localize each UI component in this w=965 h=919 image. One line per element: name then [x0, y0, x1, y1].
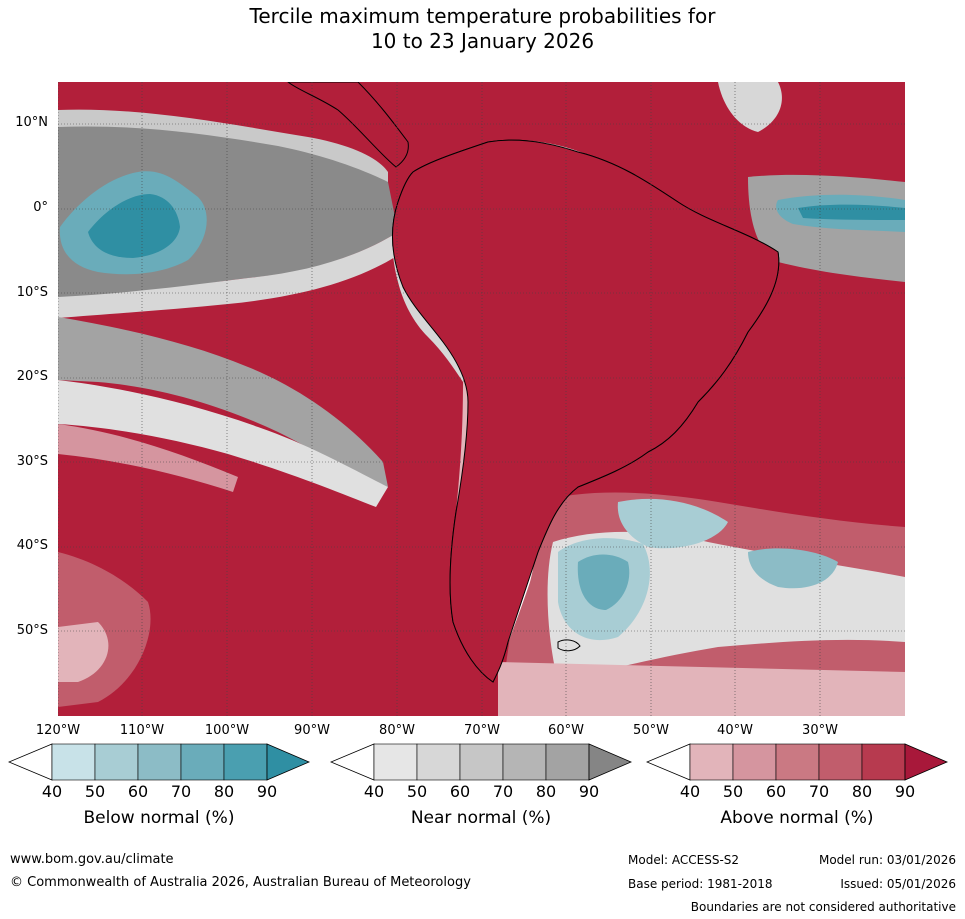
- lat-label-40s: 40°S: [0, 538, 48, 553]
- near-colorbar-bin: [546, 744, 589, 780]
- near-tick-label: 80: [536, 782, 556, 801]
- near-tick-label: 50: [407, 782, 427, 801]
- near-tick-label: 40: [364, 782, 384, 801]
- lon-label-70w: 70°W: [464, 723, 500, 738]
- near-colorbar-bin: [417, 744, 460, 780]
- above-colorbar-bin: [776, 744, 819, 780]
- below-colorbar-bin: [95, 744, 138, 780]
- below-colorbar-bin: [138, 744, 181, 780]
- lat-label-10n: 10°N: [0, 115, 48, 130]
- below-colorbar-bin: [181, 744, 224, 780]
- atlantic-blue-core: [798, 205, 905, 220]
- above-normal-title: Above normal (%): [646, 808, 948, 828]
- above-normal-colorbar: [646, 743, 948, 781]
- near-colorbar-min-triangle: [331, 744, 374, 780]
- above-tick-label: 60: [766, 782, 786, 801]
- above-colorbar-bin: [733, 744, 776, 780]
- title-line-2: 10 to 23 January 2026: [0, 29, 965, 54]
- model-text: Model: ACCESS-S2: [628, 853, 739, 867]
- website-link[interactable]: www.bom.gov.au/climate: [10, 852, 174, 867]
- above-colorbar-min-triangle: [647, 744, 690, 780]
- map-svg: [58, 82, 905, 716]
- lon-label-120w: 120°W: [36, 723, 80, 738]
- below-normal-colorbar: [8, 743, 310, 781]
- copyright-text: © Commonwealth of Australia 2026, Austra…: [10, 875, 471, 890]
- lon-label-60w: 60°W: [548, 723, 584, 738]
- near-colorbar-bin: [374, 744, 417, 780]
- above-colorbar-bin: [862, 744, 905, 780]
- below-tick-label: 40: [42, 782, 62, 801]
- near-colorbar-bin: [460, 744, 503, 780]
- near-tick-label: 70: [493, 782, 513, 801]
- lat-label-0: 0°: [0, 200, 48, 215]
- below-normal-title: Below normal (%): [8, 808, 310, 828]
- lon-label-50w: 50°W: [633, 723, 669, 738]
- below-colorbar-bin: [224, 744, 267, 780]
- near-colorbar-max-triangle: [589, 744, 631, 780]
- above-tick-label: 50: [723, 782, 743, 801]
- lon-label-30w: 30°W: [802, 723, 838, 738]
- base-period-text: Base period: 1981-2018: [628, 877, 773, 891]
- lon-label-110w: 110°W: [120, 723, 164, 738]
- map-title: Tercile maximum temperature probabilitie…: [0, 4, 965, 54]
- lon-label-100w: 100°W: [205, 723, 249, 738]
- above-tick-label: 80: [852, 782, 872, 801]
- near-colorbar-bin: [503, 744, 546, 780]
- above-tick-label: 40: [680, 782, 700, 801]
- disclaimer-text: Boundaries are not considered authoritat…: [691, 900, 956, 914]
- below-colorbar-min-triangle: [9, 744, 52, 780]
- issued-text: Issued: 05/01/2026: [840, 877, 956, 891]
- above-colorbar-bin: [819, 744, 862, 780]
- near-tick-label: 90: [579, 782, 599, 801]
- model-run-text: Model run: 03/01/2026: [819, 853, 956, 867]
- below-tick-label: 50: [85, 782, 105, 801]
- lon-label-80w: 80°W: [379, 723, 415, 738]
- above-tick-label: 90: [895, 782, 915, 801]
- lat-label-30s: 30°S: [0, 454, 48, 469]
- near-tick-label: 60: [450, 782, 470, 801]
- below-tick-label: 80: [214, 782, 234, 801]
- below-tick-label: 60: [128, 782, 148, 801]
- below-colorbar-bin: [52, 744, 95, 780]
- above-colorbar-bin: [690, 744, 733, 780]
- near-normal-title: Near normal (%): [330, 808, 632, 828]
- below-tick-label: 90: [257, 782, 277, 801]
- below-tick-label: 70: [171, 782, 191, 801]
- lon-label-90w: 90°W: [294, 723, 330, 738]
- probability-map: [58, 82, 905, 716]
- above-colorbar-max-triangle: [905, 744, 947, 780]
- above-tick-label: 70: [809, 782, 829, 801]
- lat-label-50s: 50°S: [0, 623, 48, 638]
- lat-label-20s: 20°S: [0, 369, 48, 384]
- near-normal-colorbar: [330, 743, 632, 781]
- below-colorbar-max-triangle: [267, 744, 309, 780]
- lon-label-40w: 40°W: [717, 723, 753, 738]
- lat-label-10s: 10°S: [0, 285, 48, 300]
- title-line-1: Tercile maximum temperature probabilitie…: [0, 4, 965, 29]
